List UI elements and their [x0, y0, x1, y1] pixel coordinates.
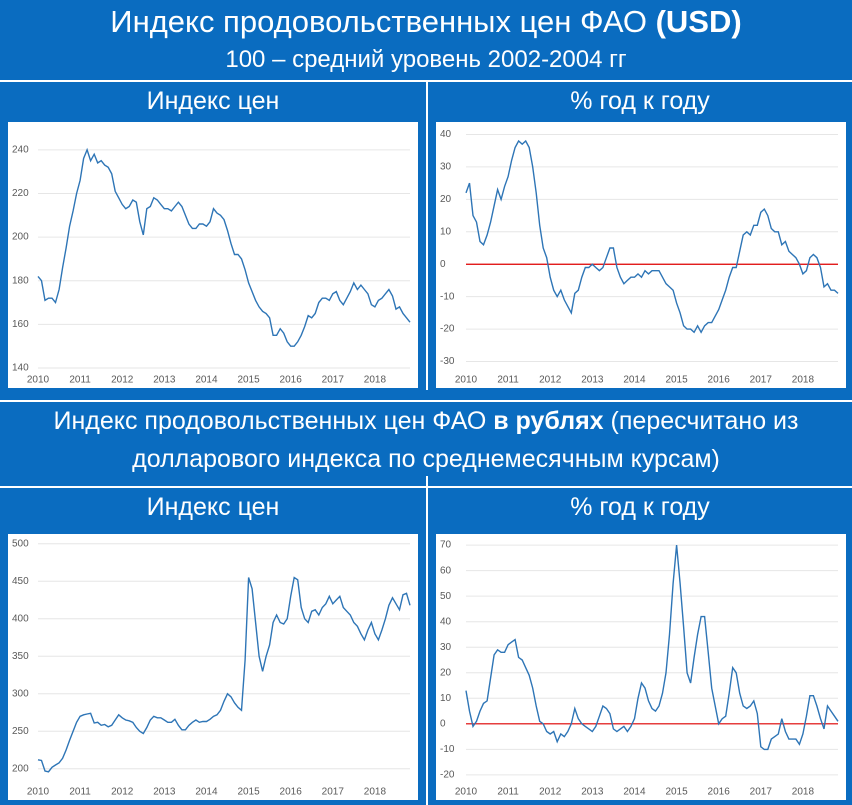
chart: 140 160 180 200 220 240 2010 2011 2012 2013 2014 20…: [8, 122, 418, 388]
y-tick-label: 200: [12, 232, 29, 243]
chart: -30 -20 -10 0 10 20 30 40 2010 2011 2012 2013 2014 20…: [436, 122, 846, 388]
y-tick-label: 10: [440, 226, 452, 237]
y-tick-label: 0: [440, 718, 446, 729]
y-tick-label: 50: [440, 591, 452, 602]
y-tick-label: -10: [440, 744, 455, 755]
y-tick-label: 500: [12, 538, 29, 549]
x-tick-label: 2010: [27, 375, 50, 386]
x-tick-label: 2011: [497, 375, 519, 386]
x-tick-label: 2018: [364, 375, 387, 386]
x-tick-label: 2014: [623, 375, 646, 386]
x-tick-label: 2014: [195, 375, 218, 386]
section-title: Индекс продовольственных цен ФАО в рубля…: [0, 400, 852, 478]
x-tick-label: 2014: [195, 787, 218, 798]
x-tick-label: 2017: [750, 787, 773, 798]
y-tick-label: 220: [12, 188, 29, 199]
y-tick-label: 240: [12, 144, 29, 155]
x-tick-label: 2011: [69, 375, 91, 386]
x-tick-label: 2018: [364, 787, 387, 798]
y-tick-label: 450: [12, 576, 29, 587]
x-tick-label: 2012: [111, 375, 134, 386]
x-tick-label: 2017: [322, 375, 345, 386]
y-tick-label: 180: [12, 275, 29, 286]
title-text: Индекс продовольственных цен ФАО: [110, 4, 647, 39]
x-tick-label: 2016: [280, 375, 303, 386]
x-tick-label: 2014: [623, 787, 646, 798]
y-tick-label: 40: [440, 616, 452, 627]
y-tick-label: 30: [440, 162, 452, 173]
y-tick-label: 300: [12, 688, 29, 699]
x-tick-label: 2010: [27, 787, 50, 798]
y-tick-label: 140: [12, 363, 29, 374]
title: Индекс продовольственных цен ФАО (USD): [0, 4, 852, 40]
x-tick-label: 2018: [792, 375, 815, 386]
y-tick-label: 70: [440, 540, 452, 551]
series-line: [465, 139, 839, 334]
x-tick-label: 2010: [455, 375, 478, 386]
chart: 200 250 300 350 400 450 500 2010 2011 2012 2013 201…: [8, 534, 418, 800]
panel-title: % год к году: [428, 486, 852, 524]
y-tick-label: -30: [440, 356, 455, 367]
y-tick-label: 20: [440, 667, 452, 678]
y-tick-label: 30: [440, 642, 452, 653]
y-tick-label: 20: [440, 194, 452, 205]
x-tick-label: 2016: [708, 375, 731, 386]
subtitle: 100 – средний уровень 2002-2004 гг: [225, 46, 627, 73]
x-tick-label: 2010: [455, 787, 478, 798]
section-bold: в рублях: [493, 407, 604, 435]
series-line: [37, 576, 411, 773]
section-text: Индекс продовольственных цен ФАО: [53, 407, 487, 435]
y-tick-label: -20: [440, 324, 455, 335]
y-tick-label: 60: [440, 565, 452, 576]
x-tick-label: 2012: [111, 787, 134, 798]
x-tick-label: 2011: [69, 787, 91, 798]
series-line: [37, 147, 411, 347]
y-tick-label: 10: [440, 693, 452, 704]
separator: [426, 476, 428, 805]
chart: -20 -10 0 10 20 30 40 50 60 70 2010 2011 2012 2013 201…: [436, 534, 846, 800]
x-tick-label: 2017: [322, 787, 345, 798]
panel-title: % год к году: [428, 80, 852, 118]
x-tick-label: 2011: [497, 787, 519, 798]
x-tick-label: 2017: [750, 375, 773, 386]
y-tick-label: 160: [12, 319, 29, 330]
x-tick-label: 2013: [153, 787, 176, 798]
y-tick-label: 400: [12, 613, 29, 624]
panel-title: Индекс цен: [0, 80, 426, 118]
x-tick-label: 2012: [539, 375, 562, 386]
x-tick-label: 2013: [581, 375, 604, 386]
x-tick-label: 2013: [581, 787, 604, 798]
title-bold: (USD): [655, 4, 742, 39]
x-tick-label: 2013: [153, 375, 176, 386]
series-line: [465, 545, 839, 751]
x-tick-label: 2015: [237, 787, 260, 798]
x-tick-label: 2018: [792, 787, 815, 798]
x-tick-label: 2015: [237, 375, 260, 386]
separator: [426, 80, 428, 390]
x-tick-label: 2016: [708, 787, 731, 798]
y-tick-label: 0: [440, 259, 446, 270]
y-tick-label: -10: [440, 291, 455, 302]
y-tick-label: 250: [12, 726, 29, 737]
y-tick-label: 40: [440, 129, 452, 140]
x-tick-label: 2015: [665, 375, 688, 386]
panel-title: Индекс цен: [0, 486, 426, 524]
x-tick-label: 2016: [280, 787, 303, 798]
y-tick-label: 200: [12, 763, 29, 774]
x-tick-label: 2015: [665, 787, 688, 798]
y-tick-label: -20: [440, 770, 455, 781]
x-tick-label: 2012: [539, 787, 562, 798]
section-text: (пересчитано из долларового индекса по с…: [132, 407, 799, 473]
y-tick-label: 350: [12, 651, 29, 662]
